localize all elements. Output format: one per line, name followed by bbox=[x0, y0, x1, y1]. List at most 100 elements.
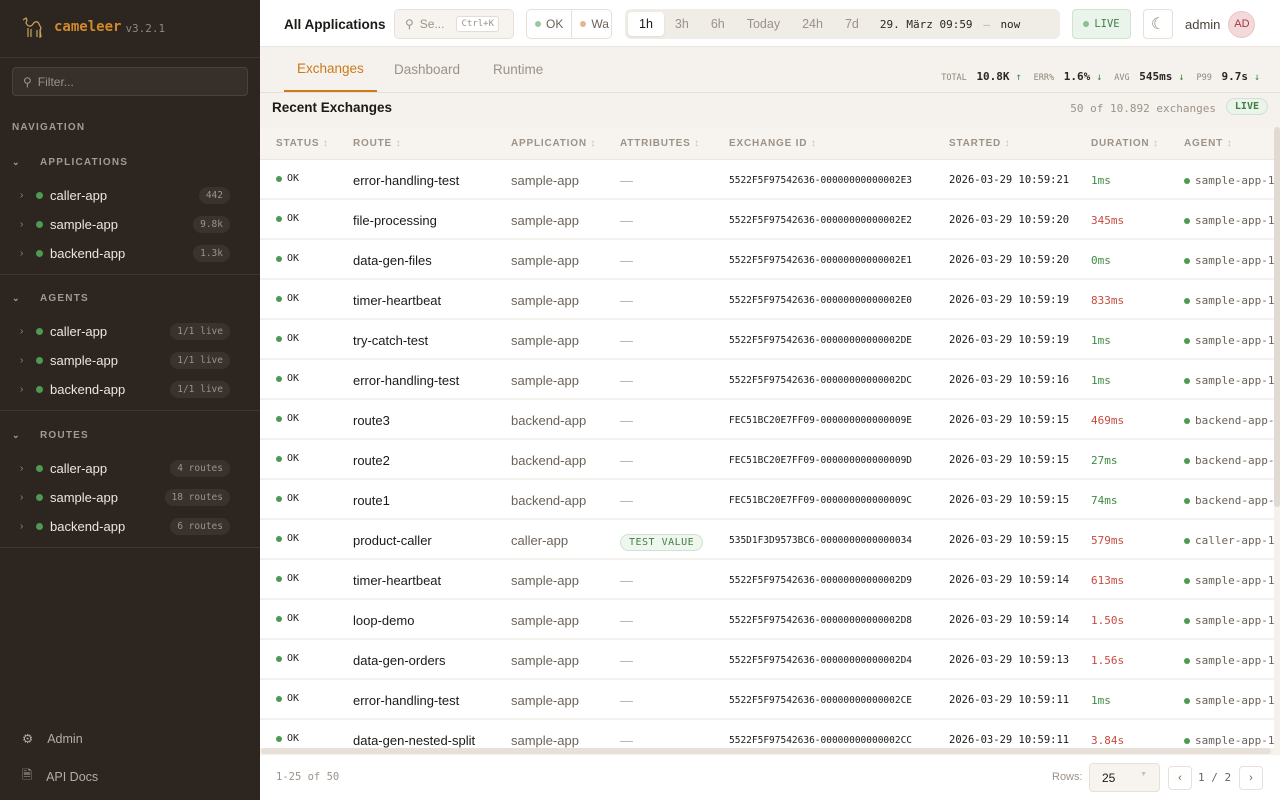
table-row[interactable]: OK timer-heartbeat sample-app — 5522F5F97542… bbox=[260, 280, 1274, 320]
exchange-id-cell[interactable]: 5522F5F97542636-00000000000002CE bbox=[729, 695, 913, 706]
column-header-exchange-id[interactable]: EXCHANGE ID ↕ bbox=[729, 138, 817, 149]
item-badge: 1/1 live bbox=[170, 351, 230, 369]
route-cell[interactable]: route3 bbox=[353, 413, 390, 428]
vertical-scrollbar[interactable] bbox=[1274, 127, 1280, 507]
column-header-duration[interactable]: DURATION ↕ bbox=[1091, 138, 1159, 149]
sidebar-filter-input[interactable]: ⚲ Filter... bbox=[12, 67, 248, 96]
item-badge: 442 bbox=[198, 186, 230, 204]
route-cell[interactable]: timer-heartbeat bbox=[353, 293, 442, 308]
route-cell[interactable]: data-gen-orders bbox=[353, 653, 446, 668]
tab-exchanges[interactable]: Exchanges bbox=[284, 47, 377, 92]
sidebar-item-caller-app[interactable]: › caller-app 4 routes bbox=[20, 457, 230, 479]
table-row[interactable]: OK file-processing sample-app — 5522F5F97542… bbox=[260, 200, 1274, 240]
theme-toggle-button[interactable]: ☾ bbox=[1143, 9, 1173, 39]
sidebar-item-sample-app[interactable]: › sample-app 1/1 live bbox=[20, 349, 230, 371]
table-row[interactable]: OK loop-demo sample-app — 5522F5F97542636-00… bbox=[260, 600, 1274, 640]
time-preset-today[interactable]: Today bbox=[746, 17, 781, 31]
chevron-right-icon: › bbox=[20, 218, 24, 230]
search-input[interactable]: ⚲ Se... Ctrl+K bbox=[394, 9, 514, 39]
route-cell[interactable]: error-handling-test bbox=[353, 693, 460, 708]
exchange-id-cell[interactable]: 5522F5F97542636-00000000000002D8 bbox=[729, 615, 913, 626]
route-cell[interactable]: route2 bbox=[353, 453, 390, 468]
status-filter-ok[interactable]: OK bbox=[527, 10, 573, 38]
column-header-application[interactable]: APPLICATION ↕ bbox=[511, 138, 596, 149]
route-cell[interactable]: product-caller bbox=[353, 533, 432, 548]
user-menu[interactable]: admin AD bbox=[1185, 9, 1256, 39]
next-page-button[interactable]: › bbox=[1239, 766, 1263, 790]
route-cell[interactable]: loop-demo bbox=[353, 613, 415, 628]
sidebar-item-caller-app[interactable]: › caller-app 442 bbox=[20, 184, 230, 206]
application-cell: sample-app bbox=[511, 613, 579, 628]
table-row[interactable]: OK data-gen-files sample-app — 5522F5F975426… bbox=[260, 240, 1274, 280]
table-row[interactable]: OK error-handling-test sample-app — 5522F5F9… bbox=[260, 160, 1274, 200]
sidebar-item-caller-app[interactable]: › caller-app 1/1 live bbox=[20, 320, 230, 342]
table-row[interactable]: OK timer-heartbeat sample-app — 5522F5F97542… bbox=[260, 560, 1274, 600]
sidebar-item-sample-app[interactable]: › sample-app 9.8k bbox=[20, 213, 230, 235]
column-header-status[interactable]: STATUS ↕ bbox=[276, 138, 329, 149]
exchange-id-cell[interactable]: 5522F5F97542636-00000000000002E3 bbox=[729, 175, 913, 186]
time-preset-1h[interactable]: 1h bbox=[628, 12, 664, 36]
exchange-id-cell[interactable]: 5522F5F97542636-00000000000002DC bbox=[729, 375, 913, 386]
sidebar-section-applications[interactable]: ⌄ APPLICATIONS bbox=[12, 157, 128, 168]
status-dot bbox=[276, 615, 282, 622]
kpi-value: 10.8K bbox=[976, 70, 1010, 83]
exchange-id-cell[interactable]: FEC51BC20E7FF09-000000000000009C bbox=[729, 495, 913, 506]
exchange-id-cell[interactable]: 535D1F3D9573BC6-0000000000000034 bbox=[729, 535, 913, 546]
logo[interactable]: cameleer v3.2.1 bbox=[20, 14, 165, 40]
route-cell[interactable]: route1 bbox=[353, 493, 390, 508]
time-range-display[interactable]: 29. März 09:59 — now bbox=[879, 17, 1021, 31]
sidebar-section-routes[interactable]: ⌄ ROUTES bbox=[12, 430, 89, 441]
table-row[interactable]: OK product-caller caller-app TEST VALUE 535D… bbox=[260, 520, 1274, 560]
status-cell: OK bbox=[276, 213, 299, 224]
route-cell[interactable]: try-catch-test bbox=[353, 333, 429, 348]
table-row[interactable]: OK route2 backend-app — FEC51BC20E7FF09-0000… bbox=[260, 440, 1274, 480]
status-filter-warn[interactable]: Wa bbox=[572, 10, 611, 38]
route-cell[interactable]: error-handling-test bbox=[353, 173, 460, 188]
exchange-id-cell[interactable]: 5522F5F97542636-00000000000002D4 bbox=[729, 655, 913, 666]
time-preset-7d[interactable]: 7d bbox=[844, 17, 859, 31]
time-preset-24h[interactable]: 24h bbox=[802, 17, 823, 31]
sidebar-item-backend-app[interactable]: › backend-app 1/1 live bbox=[20, 378, 230, 400]
sidebar-item-backend-app[interactable]: › backend-app 6 routes bbox=[20, 515, 230, 537]
tab-runtime[interactable]: Runtime bbox=[493, 62, 544, 77]
rows-per-page-select[interactable]: 25 ▼ bbox=[1089, 763, 1160, 792]
table-row[interactable]: OK error-handling-test sample-app — 5522F5F9… bbox=[260, 360, 1274, 400]
live-toggle[interactable]: LIVE bbox=[1072, 9, 1131, 39]
table-row[interactable]: OK data-gen-nested-split sample-app — 5522F5… bbox=[260, 720, 1274, 748]
exchange-id-cell[interactable]: FEC51BC20E7FF09-000000000000009E bbox=[729, 415, 913, 426]
route-cell[interactable]: error-handling-test bbox=[353, 373, 460, 388]
table-row[interactable]: OK error-handling-test sample-app — 5522F5F9… bbox=[260, 680, 1274, 720]
sidebar-item-sample-app[interactable]: › sample-app 18 routes bbox=[20, 486, 230, 508]
exchange-id-cell[interactable]: FEC51BC20E7FF09-000000000000009D bbox=[729, 455, 913, 466]
exchange-id-cell[interactable]: 5522F5F97542636-00000000000002CC bbox=[729, 735, 913, 746]
exchange-id-cell[interactable]: 5522F5F97542636-00000000000002D9 bbox=[729, 575, 913, 586]
column-header-started[interactable]: STARTED ↕ bbox=[949, 138, 1010, 149]
arrow-up-icon: ↑ bbox=[1009, 72, 1022, 83]
sidebar-api-docs-link[interactable]: 🗎 API Docs bbox=[22, 766, 98, 787]
column-header-route[interactable]: ROUTE ↕ bbox=[353, 138, 401, 149]
exchange-id-cell[interactable]: 5522F5F97542636-00000000000002E1 bbox=[729, 255, 913, 266]
sidebar-item-backend-app[interactable]: › backend-app 1.3k bbox=[20, 242, 230, 264]
route-cell[interactable]: timer-heartbeat bbox=[353, 573, 442, 588]
tab-dashboard[interactable]: Dashboard bbox=[394, 62, 461, 77]
route-cell[interactable]: data-gen-files bbox=[353, 253, 432, 268]
live-badge: LIVE bbox=[1225, 98, 1268, 115]
exchange-id-cell[interactable]: 5522F5F97542636-00000000000002DE bbox=[729, 335, 913, 346]
column-header-attributes[interactable]: ATTRIBUTES ↕ bbox=[620, 138, 700, 149]
column-header-agent[interactable]: AGENT ↕ bbox=[1184, 138, 1232, 149]
route-cell[interactable]: data-gen-nested-split bbox=[353, 733, 476, 748]
route-cell[interactable]: file-processing bbox=[353, 213, 437, 228]
sidebar-admin-link[interactable]: ⚙ Admin bbox=[22, 731, 83, 747]
table-row[interactable]: OK route1 backend-app — FEC51BC20E7FF09-0000… bbox=[260, 480, 1274, 520]
time-preset-3h[interactable]: 3h bbox=[674, 17, 689, 31]
prev-page-button[interactable]: ‹ bbox=[1168, 766, 1192, 790]
exchange-id-cell[interactable]: 5522F5F97542636-00000000000002E2 bbox=[729, 215, 913, 226]
horizontal-scrollbar[interactable] bbox=[261, 748, 1271, 754]
table-row[interactable]: OK route3 backend-app — FEC51BC20E7FF09-0000… bbox=[260, 400, 1274, 440]
time-preset-6h[interactable]: 6h bbox=[710, 17, 725, 31]
sidebar-section-agents[interactable]: ⌄ AGENTS bbox=[12, 293, 89, 304]
started-cell: 2026-03-29 10:59:13 bbox=[949, 654, 1070, 666]
table-row[interactable]: OK try-catch-test sample-app — 5522F5F975426… bbox=[260, 320, 1274, 360]
table-row[interactable]: OK data-gen-orders sample-app — 5522F5F97542… bbox=[260, 640, 1274, 680]
exchange-id-cell[interactable]: 5522F5F97542636-00000000000002E0 bbox=[729, 295, 913, 306]
